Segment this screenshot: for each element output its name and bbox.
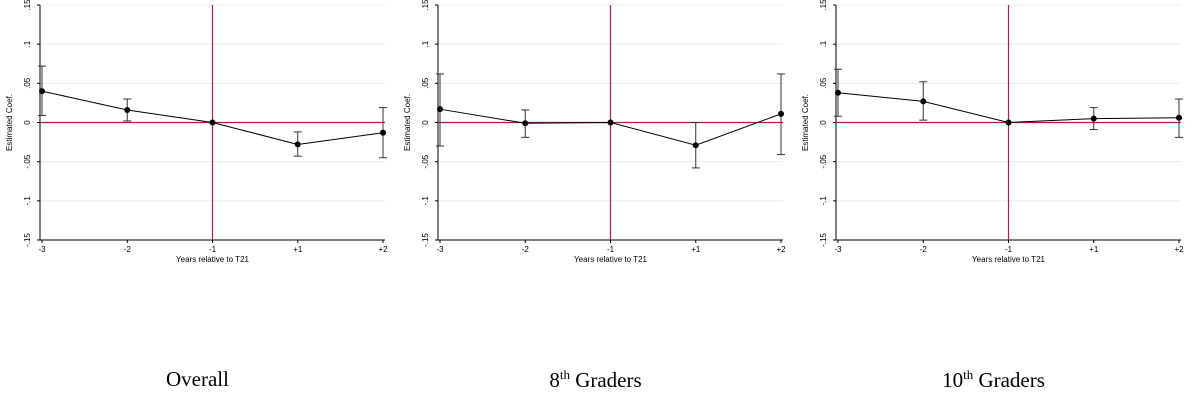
x-tick-label: +1 xyxy=(293,245,303,254)
chart-panel-8th-graders: .15 .1 .05 0 -.05 -.1 -.15 Estimated Coef. -3 -2 -… xyxy=(398,0,793,270)
panel-caption-overall: Overall xyxy=(0,367,395,392)
event-study-chart: .15 .1 .05 0 -.05 -.1 -.15 Estimated Coef. -3 -2 -… xyxy=(403,0,786,264)
y-tick-label: .1 xyxy=(23,40,32,47)
data-point xyxy=(522,120,529,127)
x-axis-title: Years relative to T21 xyxy=(176,255,249,264)
y-tick-label: .05 xyxy=(819,77,828,89)
x-tick-label: -1 xyxy=(209,245,217,254)
data-point xyxy=(1005,119,1012,126)
caption-rest: Graders xyxy=(973,368,1045,392)
caption-main: 10 xyxy=(942,368,964,392)
y-axis-title: Estimated Coef. xyxy=(403,94,412,151)
data-point xyxy=(1090,115,1097,122)
y-tick-label: 0 xyxy=(819,120,828,125)
event-study-chart: .15 .1 .05 0 -.05 -.1 -.15 Estimated Coef. -3 -2 -… xyxy=(5,0,388,264)
data-point xyxy=(209,119,216,126)
data-point xyxy=(39,88,45,95)
data-point xyxy=(437,106,443,113)
x-tick-label: +1 xyxy=(691,245,701,254)
x-tick-label: -1 xyxy=(1005,245,1013,254)
x-tick-label: -2 xyxy=(124,245,132,254)
caption-rest: Graders xyxy=(569,368,642,392)
caption-main: 8 xyxy=(549,368,560,392)
y-tick-label: -.1 xyxy=(23,196,32,206)
x-tick-label: -2 xyxy=(522,245,530,254)
data-point xyxy=(294,141,301,148)
y-tick-label: .1 xyxy=(819,40,828,47)
chart-panel-10th-graders: .15 .1 .05 0 -.05 -.1 -.15 Estimated Coef. -3 -2 -… xyxy=(796,0,1191,270)
data-point xyxy=(835,89,841,96)
caption-superscript: th xyxy=(559,367,570,382)
data-point xyxy=(778,110,784,117)
data-point xyxy=(1176,114,1182,121)
y-tick-label: .15 xyxy=(23,0,32,11)
x-tick-label: -2 xyxy=(920,245,928,254)
x-tick-label: -3 xyxy=(436,245,444,254)
y-axis-title: Estimated Coef. xyxy=(801,94,810,151)
y-tick-label: -.1 xyxy=(819,196,828,206)
data-point xyxy=(692,142,699,149)
x-axis-title: Years relative to T21 xyxy=(574,255,647,264)
data-point xyxy=(607,119,614,126)
y-tick-label: -.15 xyxy=(421,233,430,247)
y-tick-label: .1 xyxy=(421,40,430,47)
x-tick-label: -3 xyxy=(834,245,842,254)
caption-main: Overall xyxy=(166,367,229,391)
y-tick-label: .05 xyxy=(23,77,32,89)
y-tick-label: 0 xyxy=(421,120,430,125)
data-point xyxy=(124,106,131,113)
event-study-chart: .15 .1 .05 0 -.05 -.1 -.15 Estimated Coef. -3 -2 -… xyxy=(801,0,1184,264)
caption-superscript: th xyxy=(963,367,974,382)
x-tick-label: +2 xyxy=(1174,245,1184,254)
y-tick-label: 0 xyxy=(23,120,32,125)
x-tick-label: +2 xyxy=(776,245,786,254)
chart-panel-overall: .15 .1 .05 0 -.05 -.1 -.15 Estimated Coef. -3 -2 -… xyxy=(0,0,395,270)
data-point xyxy=(920,98,927,105)
y-tick-label: .15 xyxy=(421,0,430,11)
x-axis-title: Years relative to T21 xyxy=(972,255,1045,264)
x-tick-label: -3 xyxy=(38,245,46,254)
panel-caption-10th-graders: 10th Graders xyxy=(796,367,1191,393)
y-tick-label: -.1 xyxy=(421,196,430,206)
data-point xyxy=(380,129,386,136)
x-tick-label: +1 xyxy=(1089,245,1099,254)
panel-caption-8th-graders: 8th Graders xyxy=(398,367,793,393)
y-tick-label: -.05 xyxy=(819,154,828,168)
x-tick-label: +2 xyxy=(378,245,388,254)
y-tick-label: .05 xyxy=(421,77,430,89)
y-tick-label: -.15 xyxy=(23,233,32,247)
y-tick-label: -.05 xyxy=(23,154,32,168)
y-tick-label: -.05 xyxy=(421,154,430,168)
y-tick-label: .15 xyxy=(819,0,828,11)
y-tick-label: -.15 xyxy=(819,233,828,247)
x-tick-label: -1 xyxy=(607,245,615,254)
y-axis-title: Estimated Coef. xyxy=(5,94,14,151)
